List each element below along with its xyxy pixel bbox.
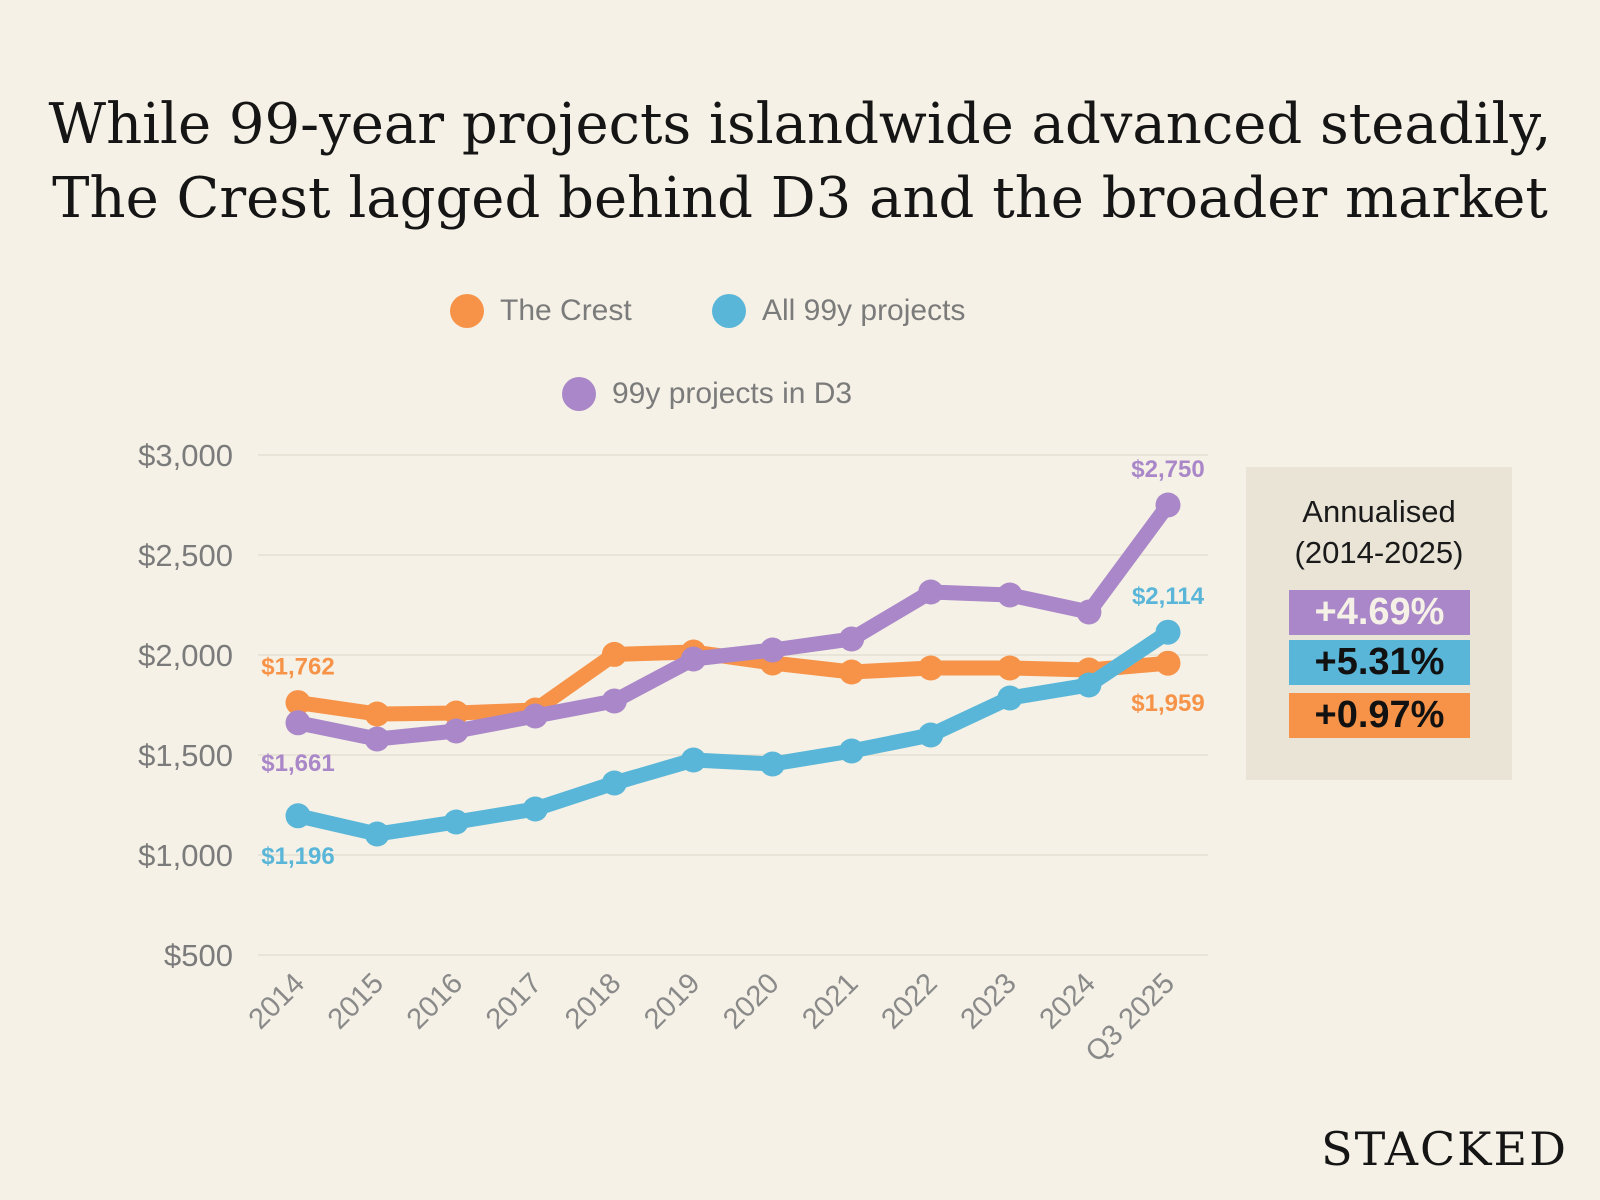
data-point-d3-2020 (760, 637, 786, 663)
data-label-crest-2014: $1,762 (261, 654, 334, 681)
data-point-all-2022 (918, 722, 944, 748)
annualised-rate-all-99y: +5.31% (1289, 640, 1470, 685)
data-label-d3-q3-2025: $2,750 (1131, 456, 1204, 483)
data-label-all-2014: $1,196 (261, 843, 334, 870)
annualised-title: Annualised (2014-2025) (1246, 491, 1512, 573)
data-point-crest-q3-2025 (1155, 650, 1181, 676)
chart-title-line-1: While 99-year projects islandwide advanc… (48, 92, 1552, 157)
data-point-d3-2023 (997, 582, 1023, 608)
x-tick-label-2015: 2015 (322, 967, 390, 1035)
x-tick-label-2014: 2014 (243, 967, 311, 1035)
data-point-d3-2014 (285, 710, 311, 736)
chart-title: While 99-year projects islandwide advanc… (0, 88, 1600, 236)
x-tick-label-q3-2025: Q3 2025 (1080, 967, 1181, 1068)
data-point-all-2020 (760, 751, 786, 777)
data-point-d3-2019 (680, 646, 706, 672)
data-point-d3-2021 (839, 626, 865, 652)
y-tick-label-1000: $1,000 (138, 838, 233, 873)
legend-label-all-99y-projects: All 99y projects (762, 294, 966, 327)
data-point-all-q3-2025 (1155, 619, 1181, 645)
legend-item-99y-projects-in-d3: 99y projects in D3 (562, 377, 852, 411)
data-point-d3-2017 (522, 703, 548, 729)
data-point-crest-2014 (285, 690, 311, 716)
data-label-all-q3-2025: $2,114 (1132, 583, 1205, 610)
y-tick-label-500: $500 (164, 938, 233, 973)
data-point-crest-2015 (364, 701, 390, 727)
data-point-d3-q3-2025 (1155, 492, 1181, 518)
legend-item-all-99y-projects: All 99y projects (712, 294, 965, 328)
legend-item-the-crest: The Crest (450, 294, 632, 328)
data-point-d3-2016 (443, 718, 469, 744)
chart-title-line-2: The Crest lagged behind D3 and the broad… (52, 166, 1548, 231)
data-label-d3-2014: $1,661 (261, 750, 334, 777)
data-point-crest-2023 (997, 655, 1023, 681)
y-tick-label-3000: $3,000 (138, 438, 233, 473)
data-point-d3-2024 (1076, 599, 1102, 625)
data-point-all-2017 (522, 796, 548, 822)
annualised-rate-the-crest: +0.97% (1289, 693, 1470, 738)
data-point-all-2019 (680, 747, 706, 773)
series-line-d3 (290, 497, 1176, 747)
data-point-d3-2015 (364, 726, 390, 752)
data-point-crest-2016 (443, 700, 469, 726)
annualised-title-line-2: (2014-2025) (1294, 535, 1464, 570)
data-point-d3-2022 (918, 579, 944, 605)
data-point-all-2023 (997, 685, 1023, 711)
stacked-logo: STACKED (1321, 1122, 1568, 1176)
data-point-all-2014 (285, 803, 311, 829)
data-point-all-2015 (364, 821, 390, 847)
data-point-d3-2018 (601, 688, 627, 714)
annualised-title-line-1: Annualised (1302, 494, 1456, 529)
annualised-rate-d3: +4.69% (1289, 590, 1470, 635)
annualised-panel: Annualised (2014-2025) +4.69% +5.31% +0.… (1246, 467, 1512, 780)
data-point-all-2021 (839, 738, 865, 764)
x-tick-label-2016: 2016 (401, 967, 469, 1035)
x-tick-label-2024: 2024 (1034, 967, 1102, 1035)
x-tick-label-2021: 2021 (796, 967, 864, 1035)
series-line-all (290, 624, 1176, 842)
y-tick-label-1500: $1,500 (138, 738, 233, 773)
data-point-crest-2018 (601, 641, 627, 667)
x-tick-label-2017: 2017 (480, 967, 548, 1035)
x-tick-label-2018: 2018 (559, 967, 627, 1035)
data-point-crest-2021 (839, 659, 865, 685)
y-tick-label-2500: $2,500 (138, 538, 233, 573)
data-point-all-2018 (601, 770, 627, 796)
legend-label-the-crest: The Crest (500, 294, 632, 327)
data-point-crest-2022 (918, 655, 944, 681)
legend-marker-all-99y-projects (712, 294, 746, 328)
x-tick-label-2019: 2019 (638, 967, 706, 1035)
x-tick-label-2023: 2023 (955, 967, 1023, 1035)
x-tick-label-2020: 2020 (717, 967, 785, 1035)
data-label-crest-q3-2025: $1,959 (1131, 690, 1204, 717)
legend-marker-the-crest (450, 294, 484, 328)
legend-label-99y-projects-in-d3: 99y projects in D3 (612, 377, 853, 410)
x-tick-label-2022: 2022 (875, 967, 943, 1035)
data-point-all-2024 (1076, 672, 1102, 698)
legend-marker-99y-projects-in-d3 (562, 377, 596, 411)
data-point-all-2016 (443, 809, 469, 835)
y-tick-label-2000: $2,000 (138, 638, 233, 673)
